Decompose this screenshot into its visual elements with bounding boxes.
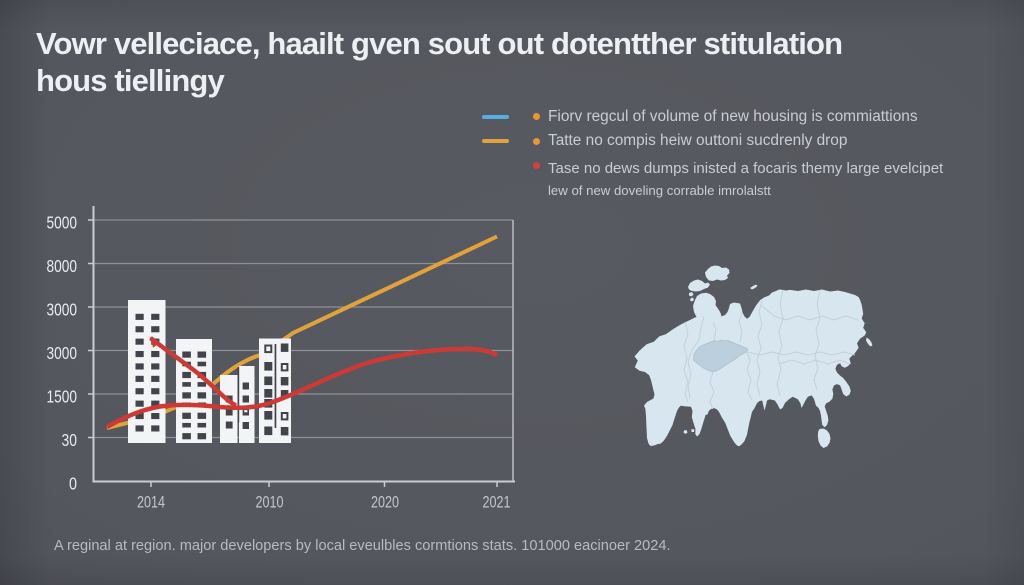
svg-text:2020: 2020	[371, 493, 399, 512]
svg-text:2014: 2014	[137, 493, 165, 512]
svg-text:30: 30	[62, 430, 78, 450]
svg-text:3000: 3000	[47, 343, 78, 363]
svg-text:2021: 2021	[483, 493, 511, 512]
svg-text:0: 0	[69, 474, 77, 494]
svg-text:5000: 5000	[47, 213, 78, 233]
svg-text:1500: 1500	[47, 387, 78, 407]
svg-text:8000: 8000	[47, 256, 78, 276]
svg-text:2010: 2010	[256, 493, 284, 512]
svg-text:3000: 3000	[47, 300, 78, 320]
